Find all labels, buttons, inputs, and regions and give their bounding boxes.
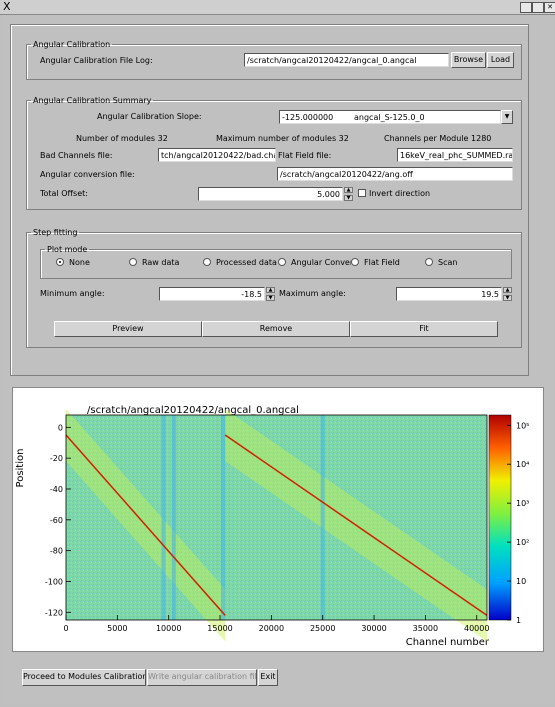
calibration-panel-frame <box>10 24 529 376</box>
x-tick-label: 30000 <box>361 624 386 633</box>
slope-name: angcal_S-125.0_0 <box>354 113 425 122</box>
min-angle-label: Minimum angle: <box>40 289 105 298</box>
slope-value: -125.000000 <box>282 113 334 122</box>
max-angle-stepper[interactable]: ▲ ▼ <box>503 287 512 301</box>
colorbar-tick-label: 10 <box>516 577 526 586</box>
colorbar-tick-label: 10⁵ <box>516 421 529 430</box>
preview-button[interactable]: Preview <box>54 321 202 337</box>
angular-conversion-label: Angular conversion file: <box>40 170 135 179</box>
y-axis-label: Position <box>15 449 26 488</box>
maximize-button[interactable] <box>532 2 544 13</box>
y-tick-label: -120 <box>45 608 63 617</box>
remove-button[interactable]: Remove <box>202 321 350 337</box>
angular-conversion-input[interactable]: /scratch/angcal20120422/ang.off <box>277 167 513 181</box>
min-angle-input[interactable]: -18.5 <box>159 287 265 301</box>
y-tick-label: -60 <box>50 516 63 525</box>
chevron-down-icon[interactable]: ▼ <box>501 110 513 124</box>
load-button[interactable]: Load <box>487 52 514 68</box>
colorbar-tick-label: 10³ <box>516 499 529 508</box>
plot-mode-flatfield-radio[interactable] <box>351 258 359 266</box>
x-tick-label: 40000 <box>464 624 489 633</box>
flat-field-input[interactable]: 16keV_real_phc_SUMMED.raw <box>397 148 513 162</box>
total-offset-stepper[interactable]: ▲ ▼ <box>344 187 353 201</box>
file-log-input[interactable]: /scratch/angcal20120422/angcal_0.angcal <box>244 53 449 67</box>
x-tick-label: 10000 <box>156 624 181 633</box>
plot-mode-raw-radio[interactable] <box>129 258 137 266</box>
write-angular-calibration-button[interactable]: Write angular calibration file <box>147 669 257 686</box>
plot-mode-legend: Plot mode <box>47 245 88 254</box>
step-fitting-legend: Step fitting <box>33 228 78 237</box>
total-offset-label: Total Offset: <box>40 189 88 198</box>
invert-direction-label: Invert direction <box>369 189 431 198</box>
summary-legend: Angular Calibration Summary <box>33 96 152 105</box>
dropout-band <box>171 415 176 620</box>
diagonal-line <box>65 434 226 616</box>
dropout-band <box>161 415 166 620</box>
dropout-band <box>221 415 226 620</box>
chart-title: /scratch/angcal20120422/angcal_0.angcal <box>87 405 299 416</box>
plot-mode-scan-radio[interactable] <box>425 258 433 266</box>
diagonal-line <box>224 434 488 616</box>
x-tick-label: 5000 <box>107 624 127 633</box>
y-tick-label: -40 <box>50 485 63 494</box>
plot-frame <box>65 414 488 621</box>
angular-calibration-legend: Angular Calibration <box>33 40 111 49</box>
channels-per-module-text: Channels per Module 1280 <box>384 134 492 143</box>
colorbar-tick-label: 10² <box>516 538 529 547</box>
window-close-glyph[interactable]: X <box>3 0 11 13</box>
colorbar <box>488 414 512 621</box>
slope-label: Angular Calibration Slope: <box>97 112 202 121</box>
plot-mode-scan-label: Scan <box>438 258 458 267</box>
plot-mode-none-label: None <box>69 258 90 267</box>
plot-mode-processed-label: Processed data <box>216 258 277 267</box>
y-tick-label: -100 <box>45 577 63 586</box>
y-tick-label: -20 <box>50 454 63 463</box>
proceed-modules-calibration-button[interactable]: Proceed to Modules Calibration <box>22 669 146 686</box>
total-offset-input[interactable]: 5.000 <box>198 187 343 201</box>
x-tick-label: 35000 <box>413 624 438 633</box>
num-modules-text: Number of modules 32 <box>76 134 168 143</box>
plot-mode-group: Plot mode <box>40 245 512 279</box>
plot-mode-angular-label: Angular Conversion <box>291 258 351 267</box>
min-angle-stepper[interactable]: ▲ ▼ <box>266 287 275 301</box>
plot-mode-angular-radio[interactable] <box>278 258 286 266</box>
browse-button[interactable]: Browse <box>451 52 486 68</box>
window-titlebar: X ✕ <box>0 0 555 15</box>
dropout-band <box>320 415 325 620</box>
fit-button[interactable]: Fit <box>350 321 498 337</box>
max-angle-input[interactable]: 19.5 <box>396 287 502 301</box>
plot-mode-flatfield-label: Flat Field <box>364 258 400 267</box>
colorbar-tick-label: 10⁴ <box>516 460 529 469</box>
bad-channels-label: Bad Channels file: <box>40 151 113 160</box>
flat-field-label: Flat Field file: <box>278 151 332 160</box>
minimize-button[interactable] <box>520 2 532 13</box>
heatmap-background <box>66 415 487 620</box>
max-angle-label: Maximum angle: <box>279 289 346 298</box>
file-log-label: Angular Calibration File Log: <box>40 56 153 65</box>
y-tick-label: -80 <box>50 547 63 556</box>
angular-calibration-group: Angular Calibration <box>26 40 522 80</box>
slope-select[interactable]: -125.000000 angcal_S-125.0_0 <box>279 110 501 124</box>
x-axis-label: Channel number <box>406 637 490 648</box>
y-tick-label: 0 <box>58 423 63 432</box>
plot-mode-raw-label: Raw data <box>142 258 180 267</box>
x-tick-label: 25000 <box>310 624 335 633</box>
invert-direction-checkbox[interactable] <box>358 189 366 197</box>
summary-group: Angular Calibration Summary <box>26 96 522 210</box>
step-fitting-group: Step fitting <box>26 228 522 348</box>
plot-canvas[interactable]: /scratch/angcal20120422/angcal_0.angcal … <box>12 387 544 652</box>
plot-mode-none-radio[interactable] <box>56 258 64 266</box>
max-modules-text: Maximum number of modules 32 <box>216 134 349 143</box>
exit-button[interactable]: Exit <box>258 669 278 686</box>
bad-channels-input[interactable]: tch/angcal20120422/bad.chan <box>158 148 276 162</box>
x-tick-label: 0 <box>63 624 68 633</box>
plot-mode-processed-radio[interactable] <box>203 258 211 266</box>
heatmap-plot: /scratch/angcal20120422/angcal_0.angcal … <box>15 405 529 648</box>
x-tick-label: 15000 <box>207 624 232 633</box>
x-tick-label: 20000 <box>259 624 284 633</box>
close-button[interactable]: ✕ <box>544 2 555 13</box>
colorbar-tick-label: 1 <box>516 616 521 625</box>
